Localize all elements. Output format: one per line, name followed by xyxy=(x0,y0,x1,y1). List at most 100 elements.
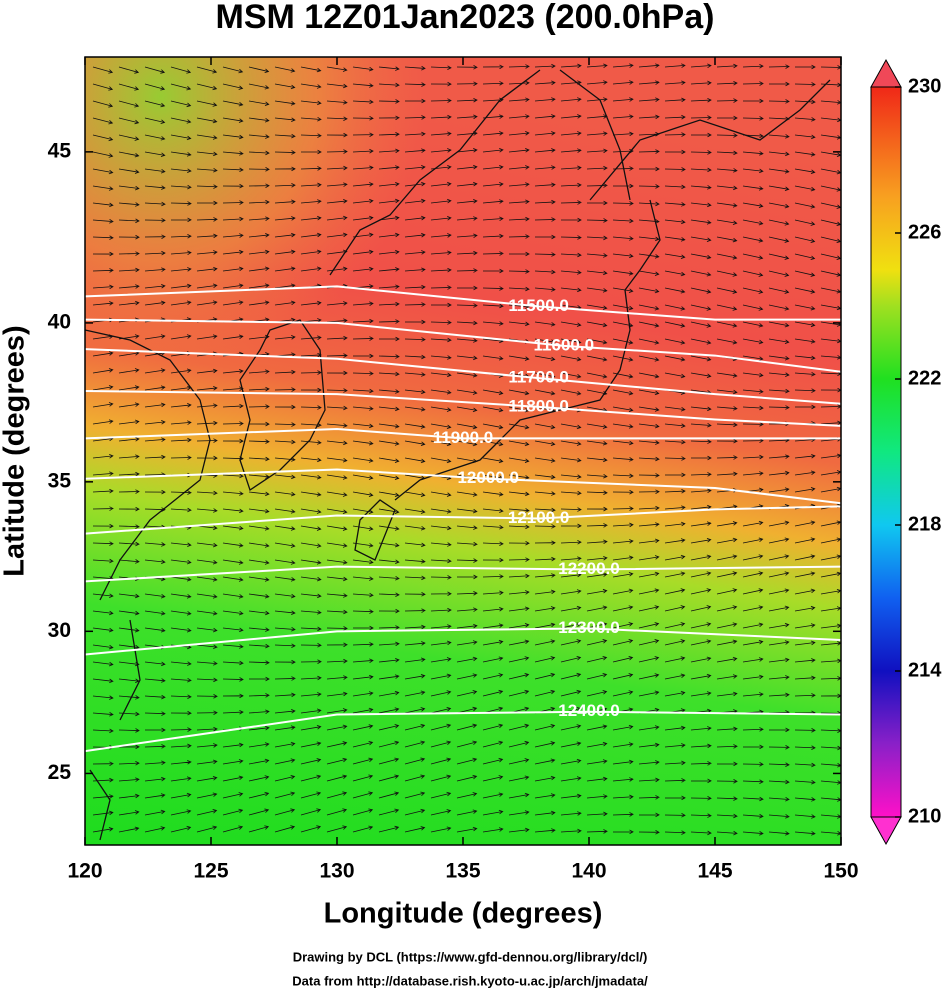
wind-vector xyxy=(274,508,296,514)
wind-vector xyxy=(118,168,140,174)
wind-vector xyxy=(170,283,192,289)
wind-vector xyxy=(482,286,504,291)
wind-vector xyxy=(638,742,660,748)
wind-vector xyxy=(378,284,400,289)
wind-vector xyxy=(716,338,738,345)
wind-vector xyxy=(508,639,530,646)
wind-vector xyxy=(352,625,374,631)
wind-vector xyxy=(378,707,400,714)
wind-vector xyxy=(742,236,764,243)
wind-vector xyxy=(456,491,478,497)
wind-vector xyxy=(586,114,608,119)
contour-line xyxy=(85,710,841,753)
wind-vector xyxy=(352,757,374,765)
wind-vector xyxy=(742,202,764,208)
wind-vector xyxy=(352,406,374,411)
wind-vector xyxy=(690,150,712,155)
wind-vector xyxy=(144,234,166,239)
wind-vector xyxy=(430,740,452,748)
wind-vector xyxy=(794,640,816,646)
wind-vector xyxy=(768,134,790,139)
wind-vector xyxy=(170,825,192,833)
wind-vector xyxy=(742,454,764,460)
wind-vector xyxy=(794,453,816,459)
wind-vector xyxy=(222,508,244,514)
wind-vector xyxy=(690,372,712,379)
wind-vector xyxy=(378,165,400,170)
wind-vector xyxy=(222,100,244,107)
wind-vector xyxy=(326,100,348,105)
wind-vector xyxy=(560,114,582,119)
wind-vector xyxy=(612,406,634,413)
wind-vector xyxy=(274,774,296,782)
wind-vector xyxy=(222,300,244,306)
wind-vector xyxy=(196,334,218,340)
wind-vector xyxy=(664,219,686,225)
contour-label: 11800.0 xyxy=(508,396,569,415)
wind-vector xyxy=(794,355,816,361)
wind-vector xyxy=(716,588,738,595)
wind-vector xyxy=(560,165,582,171)
wind-vector xyxy=(534,810,556,816)
wind-vector xyxy=(404,302,426,307)
wind-vector xyxy=(118,284,140,289)
wind-vector xyxy=(586,506,608,512)
wind-vector xyxy=(508,474,530,480)
wind-vector xyxy=(300,758,322,765)
wind-vector xyxy=(222,742,244,748)
wind-vector xyxy=(274,474,296,480)
wind-vector xyxy=(196,525,218,531)
wind-vector xyxy=(404,757,426,765)
colorbar-tick-label: 230 xyxy=(908,75,941,97)
wind-vector xyxy=(638,830,660,835)
wind-vector xyxy=(664,622,686,629)
wind-vector xyxy=(300,440,322,445)
wind-vector xyxy=(690,270,712,277)
colorbar-tick-label: 214 xyxy=(908,659,942,681)
wind-vector xyxy=(430,558,452,564)
wind-vector xyxy=(170,201,192,206)
wind-vector xyxy=(482,164,504,170)
wind-vector xyxy=(352,99,374,105)
wind-vector xyxy=(92,471,114,476)
wind-vector xyxy=(456,457,478,464)
wind-vector xyxy=(378,406,400,412)
wind-vector xyxy=(326,232,348,238)
wind-vector xyxy=(378,82,400,88)
wind-vector xyxy=(222,593,244,599)
wind-vector xyxy=(482,268,504,274)
wind-vector xyxy=(482,590,504,596)
wind-vector xyxy=(534,672,556,680)
wind-vector xyxy=(378,232,400,238)
wind-vector xyxy=(482,216,504,222)
wind-vector xyxy=(508,810,530,816)
wind-vector xyxy=(690,521,712,527)
wind-vector xyxy=(118,760,140,766)
wind-vector xyxy=(196,576,218,582)
wind-vector xyxy=(222,216,244,222)
wind-vector xyxy=(612,655,634,663)
wind-vector xyxy=(144,267,166,272)
wind-vector xyxy=(768,454,790,459)
wind-vector xyxy=(664,505,686,510)
wind-vector xyxy=(300,199,322,204)
wind-vector xyxy=(404,791,426,799)
wind-vector xyxy=(274,216,296,221)
wind-vector xyxy=(352,559,374,565)
colorbar-extend-min xyxy=(870,816,902,846)
wind-vector xyxy=(560,97,582,102)
wind-vector xyxy=(690,761,712,766)
wind-vector xyxy=(482,114,504,119)
wind-vector xyxy=(196,726,218,732)
wind-vector xyxy=(430,690,452,697)
wind-vector xyxy=(378,625,400,630)
wind-vector xyxy=(638,538,660,544)
wind-vector xyxy=(534,775,556,782)
wind-vector xyxy=(352,740,374,748)
wind-vector xyxy=(378,301,400,307)
wind-vector xyxy=(430,542,452,547)
wind-vector xyxy=(586,270,608,276)
wind-vector xyxy=(690,605,712,612)
wind-vector xyxy=(534,182,556,188)
contour-line xyxy=(85,348,841,405)
